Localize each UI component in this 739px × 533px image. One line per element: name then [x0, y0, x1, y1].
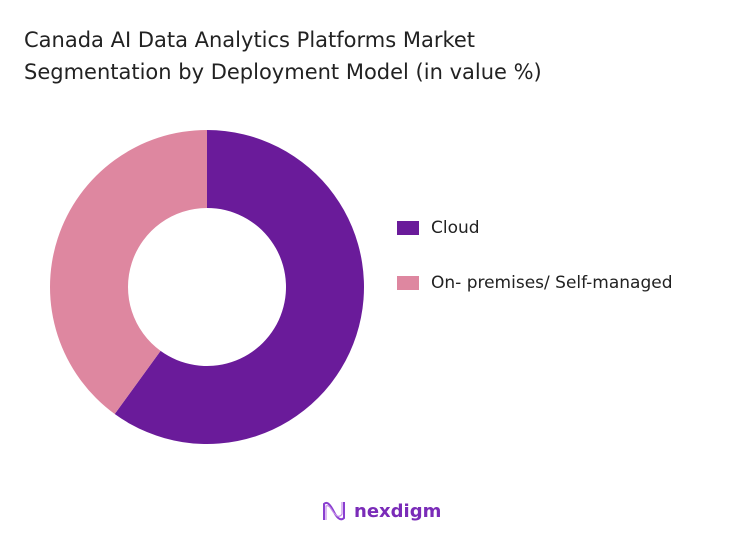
- donut-slice-on-premises-self-managed: [49, 130, 207, 415]
- legend-swatch-cloud: [397, 221, 419, 235]
- chart-title: Canada AI Data Analytics Platforms Marke…: [24, 28, 542, 84]
- legend: Cloud On- premises/ Self-managed: [397, 214, 673, 324]
- legend-swatch-on-premises: [397, 276, 419, 290]
- legend-item-on-premises: On- premises/ Self-managed: [397, 269, 673, 297]
- donut-slice-cloud: [114, 130, 365, 444]
- legend-label-on-premises: On- premises/ Self-managed: [431, 273, 673, 293]
- legend-item-cloud: Cloud: [397, 214, 673, 242]
- legend-label-cloud: Cloud: [431, 218, 480, 238]
- brand-name: nexdigm: [354, 500, 442, 522]
- nexdigm-logo: nexdigm: [322, 500, 441, 522]
- nexdigm-wave-icon: [323, 502, 345, 521]
